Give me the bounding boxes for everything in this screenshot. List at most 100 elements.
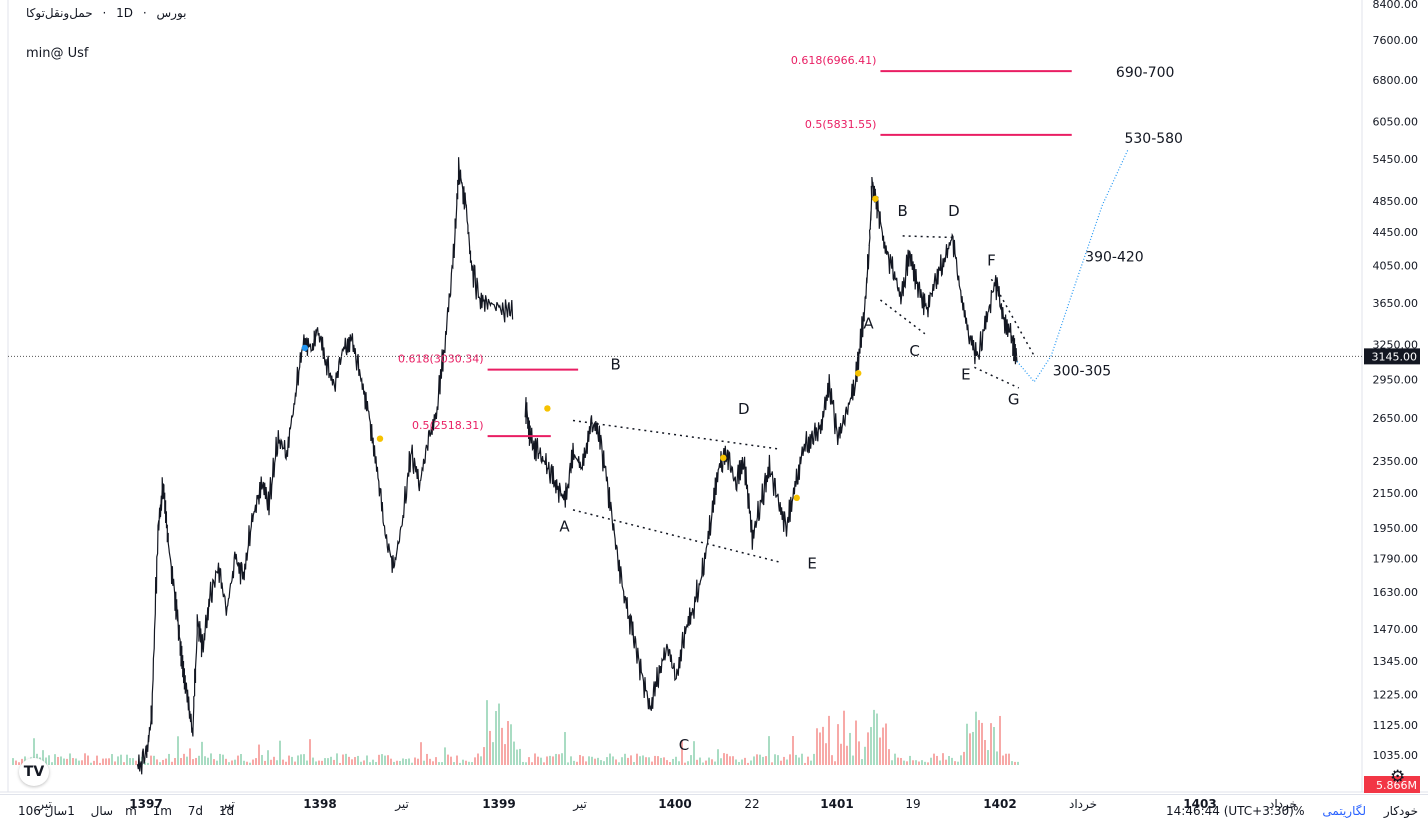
volume-bar <box>516 749 518 765</box>
target-label: 690-700 <box>1116 65 1175 81</box>
wave-label: E <box>807 555 816 573</box>
volume-bar <box>321 760 323 765</box>
volume-bar <box>726 753 728 765</box>
volume-bar <box>216 760 218 765</box>
volume-bar <box>930 757 932 765</box>
volume-bar <box>981 722 983 765</box>
volume-bar <box>885 723 887 765</box>
volume-bar <box>525 762 527 765</box>
volume-bars <box>12 700 1019 765</box>
volume-bar <box>462 759 464 765</box>
volume-bar <box>345 753 347 765</box>
log-scale-button[interactable]: لگاریتمی <box>1322 804 1367 818</box>
volume-bar <box>42 750 44 765</box>
volume-bar <box>927 762 929 765</box>
volume-bar <box>819 732 821 765</box>
current-price-label: 3145.00 <box>1372 350 1418 363</box>
volume-bar <box>681 739 683 765</box>
price-tick-label: 2650.00 <box>1373 412 1419 425</box>
volume-bar <box>168 753 170 765</box>
volume-bar <box>312 757 314 765</box>
volume-bar <box>789 754 791 765</box>
volume-bar <box>936 755 938 765</box>
volume-bar <box>903 760 905 765</box>
volume-tag <box>1364 776 1420 793</box>
range-1y[interactable]: 1سال <box>44 804 75 818</box>
volume-bar <box>411 762 413 765</box>
price-line <box>136 157 514 775</box>
volume-bar <box>864 746 866 765</box>
volume-bar <box>135 760 137 765</box>
volume-bar <box>762 756 764 765</box>
trendline <box>572 419 779 450</box>
volume-bar <box>831 755 833 765</box>
symbol-header[interactable]: بورس · 1D · حمل‌ونقل‌توکا <box>20 6 186 20</box>
volume-bar <box>756 754 758 765</box>
volume-bar <box>492 742 494 765</box>
volume-bar <box>600 760 602 765</box>
signal-marker <box>855 370 862 377</box>
percent-scale-button[interactable]: % <box>1293 804 1305 818</box>
volume-bar <box>162 759 164 765</box>
volume-bar <box>153 755 155 765</box>
volume-bar <box>75 758 77 765</box>
volume-bar <box>633 762 635 765</box>
interval-label[interactable]: 1D <box>116 6 134 20</box>
volume-bar <box>657 756 659 765</box>
volume-bar <box>453 762 455 765</box>
volume-bar <box>966 723 968 765</box>
volume-bar <box>426 753 428 765</box>
wave-label: F <box>987 252 996 270</box>
tradingview-logo-icon[interactable]: TV <box>19 758 49 786</box>
volume-bar <box>624 753 626 765</box>
range-7d[interactable]: 7d <box>187 804 204 818</box>
price-line <box>524 176 1018 711</box>
volume-bar <box>111 754 113 765</box>
volume-bar <box>858 741 860 765</box>
study-label[interactable]: min@ Usf <box>26 46 89 61</box>
volume-bar <box>591 756 593 765</box>
signal-marker <box>720 454 727 462</box>
volume-bar <box>879 737 881 765</box>
volume-bar <box>834 761 836 765</box>
volume-bar <box>117 756 119 765</box>
fib-level-label: 0.618(3030.34) <box>398 353 484 366</box>
volume-bar <box>768 736 770 765</box>
volume-bar <box>51 762 53 765</box>
volume-bar <box>921 760 923 765</box>
range-1d[interactable]: 1d <box>218 804 235 818</box>
range-6m[interactable]: 6m <box>33 804 137 818</box>
range-1m[interactable]: 1m <box>152 804 172 818</box>
volume-bar <box>912 760 914 765</box>
volume-bar <box>519 748 521 765</box>
symbol-name: حمل‌ونقل‌توکا <box>26 6 93 20</box>
volume-bar <box>405 759 407 765</box>
volume-bar <box>570 756 572 765</box>
range-10y[interactable]: 10سال <box>18 804 114 818</box>
volume-bar <box>744 757 746 765</box>
time-axis: تیر 1397 تیر 1398 تیر 1399 تیر 1400 22 1401 19 1402… <box>37 797 1297 812</box>
volume-bar <box>711 759 713 765</box>
volume-bar <box>57 756 59 765</box>
time-tick-label: 1402 <box>983 797 1016 811</box>
auto-scale-button[interactable]: خودکار <box>1383 804 1418 818</box>
volume-bar <box>543 762 545 765</box>
wave-label: B <box>897 202 907 220</box>
volume-bar <box>735 759 737 765</box>
settings-gear-icon[interactable]: ⚙ <box>1390 767 1406 787</box>
volume-bar <box>627 757 629 765</box>
volume-bar <box>894 753 896 765</box>
volume-bar <box>219 753 221 765</box>
volume-bar <box>78 760 80 765</box>
clock[interactable]: 14:46:44 (UTC+3:30) <box>1166 804 1294 818</box>
volume-bar <box>48 755 50 765</box>
volume-bar <box>435 757 437 765</box>
wave-label: D <box>948 202 960 220</box>
volume-bar <box>1008 753 1010 765</box>
volume-bar <box>417 758 419 765</box>
volume-bar <box>1014 761 1016 765</box>
price-tick-label: 2350.00 <box>1373 455 1419 468</box>
price-tick-label: 1035.00 <box>1373 749 1419 762</box>
price-tick-label: 6800.00 <box>1373 74 1419 87</box>
